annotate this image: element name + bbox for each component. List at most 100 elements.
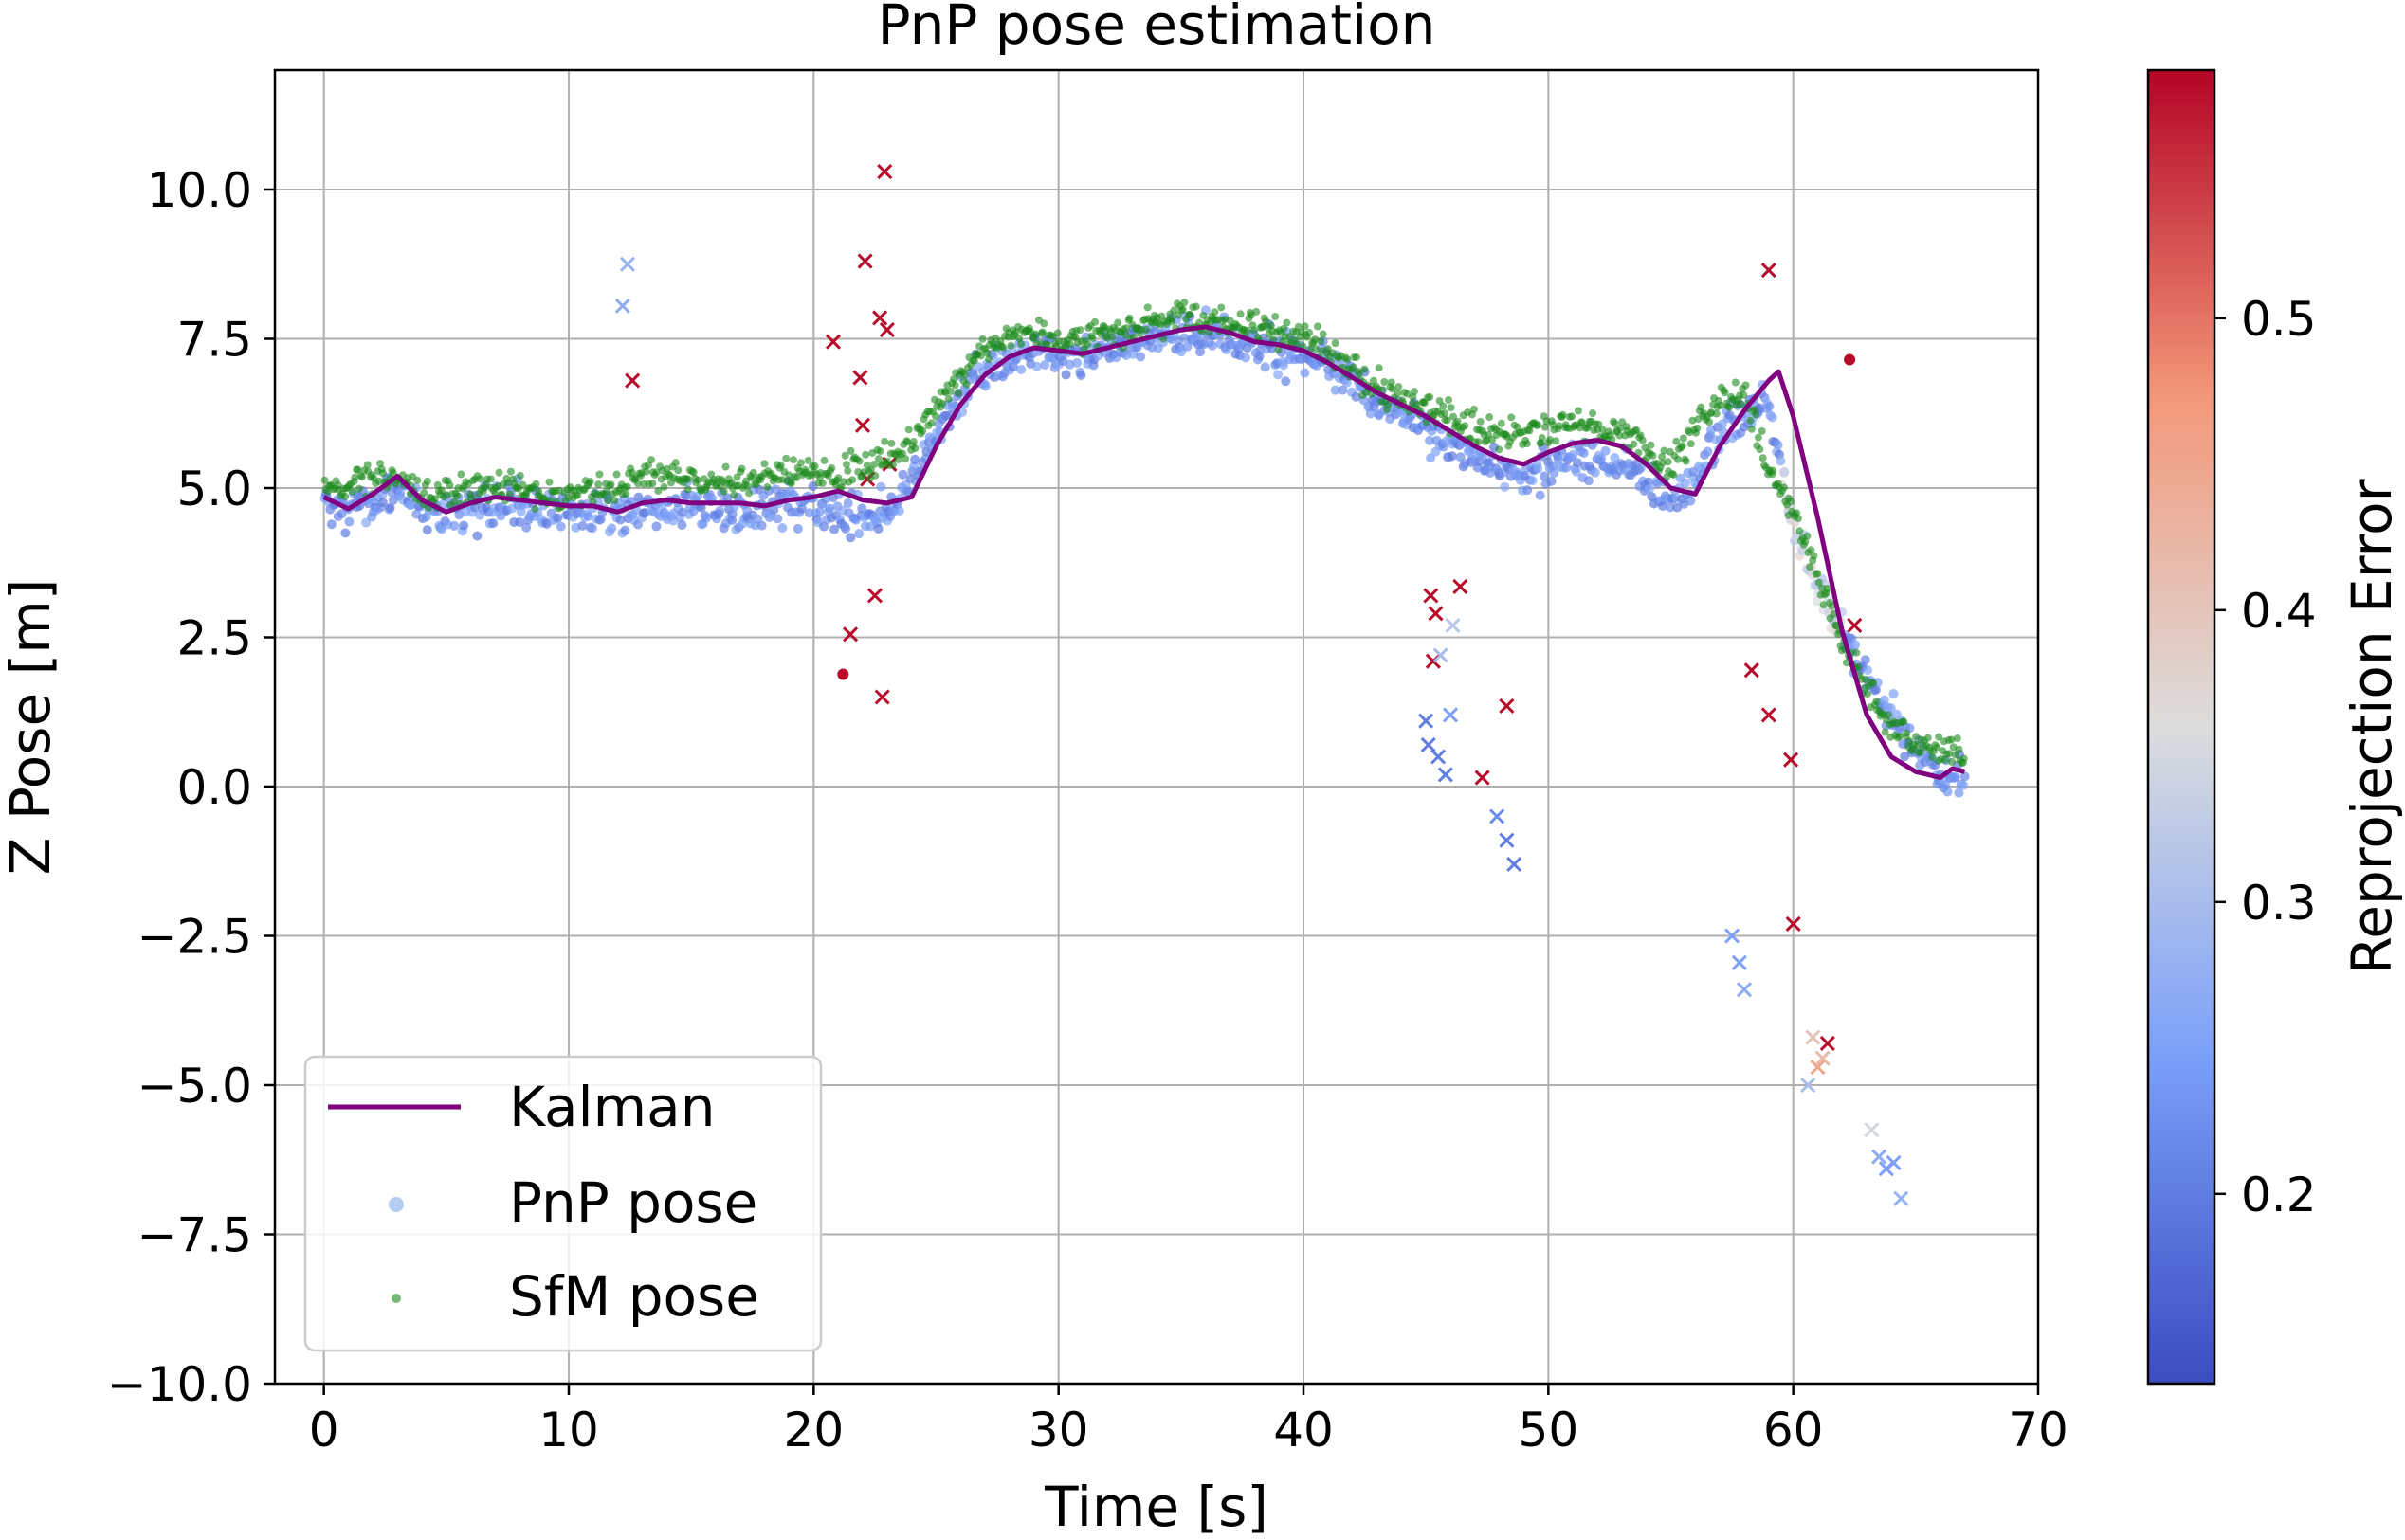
pnp-point [1644,483,1654,494]
sfm-point [1305,329,1314,337]
sfm-point [855,457,864,465]
sfm-point [1674,455,1683,463]
sfm-point [1574,407,1582,415]
outlier-point [1499,698,1515,715]
pnp-point [1665,502,1675,513]
sfm-point [1555,422,1563,430]
pnp-point [1061,370,1071,380]
sfm-point [1795,527,1804,535]
sfm-point [457,470,465,479]
sfm-point [642,467,650,476]
sfm-point [1355,370,1363,378]
sfm-point [1794,515,1802,523]
sfm-point [1449,412,1458,421]
sfm-point [847,446,855,455]
sfm-point [1534,421,1542,429]
outlier-point [1800,1077,1816,1094]
sfm-point [1945,750,1954,758]
sfm-point [889,461,898,469]
sfm-point [1294,322,1303,331]
sfm-point [1810,552,1818,560]
sfm-point [787,480,795,488]
pnp-point [1703,446,1713,457]
pnp-point [385,502,395,513]
pnp-point [1658,500,1668,511]
sfm-point [870,460,879,468]
outlier-point [874,689,890,705]
colorbar-gradient [2146,68,2216,1386]
legend: Kalman PnP pose SfM pose [303,1055,823,1352]
pnp-point [876,481,886,492]
outlier-point [1428,606,1444,622]
sfm-point [516,471,524,480]
pnp-point [1522,485,1533,496]
pnp-point [756,520,767,531]
sfm-point [1611,420,1619,428]
y-tick-label: 2.5 [176,611,252,666]
sfm-point [423,477,431,485]
pnp-point [1776,456,1786,466]
sfm-point [1443,416,1451,425]
sfm-point [1243,326,1251,335]
sfm-point [1447,404,1455,412]
outlier-point [1760,262,1776,279]
pnp-point [344,516,355,527]
sfm-point [1754,433,1762,442]
outlier-point [1760,707,1776,723]
sfm-point [1269,335,1278,344]
pnp-point [1863,665,1873,676]
sfm-point [1787,498,1795,506]
outlier-point [866,588,883,604]
sfm-point [1577,418,1586,426]
sfm-point [1038,328,1047,336]
sfm-point [1319,330,1327,338]
sfm-point [351,473,359,481]
sfm-point [927,419,936,427]
pnp-point [1583,476,1594,486]
pnp-point [1681,478,1691,488]
pnp-point [1040,360,1050,371]
pnp-point [1850,640,1861,650]
sfm-point [720,487,728,496]
sfm-point [871,471,880,480]
sfm-point [842,461,850,469]
pnp-point [727,509,738,519]
plot-frame [273,68,2040,1386]
sfm-point [985,355,993,364]
sfm-point [1252,307,1261,316]
sfm-point [1084,340,1092,349]
pnp-point [1128,349,1139,359]
pnp-point [715,506,725,516]
sfm-point [951,381,959,390]
pnp-point [980,381,991,391]
pnp-point [1240,353,1250,363]
pnp-point [894,505,904,516]
sfm-point [1470,405,1479,413]
sfm-point [1923,734,1932,742]
outlier-point [1736,982,1753,998]
sfm-point [841,451,849,460]
pnp-point [910,454,920,464]
sfm-point [1693,424,1702,432]
sfm-point [1426,392,1434,401]
sfm-point [818,479,827,487]
pnp-point [556,521,566,532]
sfm-point [804,456,812,464]
pnp-point [1273,370,1284,380]
x-tick-label: 70 [2008,1403,2068,1458]
pnp-point [1535,490,1545,500]
outlier-point [843,626,859,643]
sfm-point [1007,341,1015,350]
pnp-point [583,511,593,521]
sfm-point [647,456,656,464]
pnp-point [521,522,532,533]
y-tick-label: 5.0 [176,462,252,516]
sfm-point [887,439,896,447]
sfm-point [595,470,604,479]
pnp-point [825,503,835,514]
x-tick-label: 20 [784,1403,845,1458]
pnp-point [422,525,432,535]
sfm-point [1378,386,1387,394]
sfm-point [919,426,927,435]
pnp-point [1764,401,1775,411]
